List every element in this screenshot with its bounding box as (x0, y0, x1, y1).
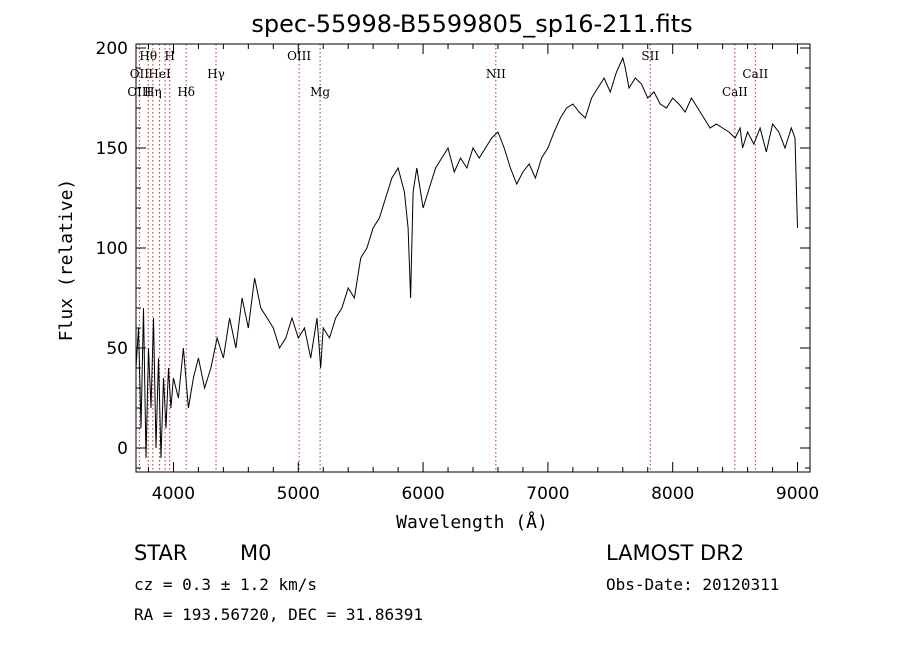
spectral-line-label: CaII (742, 67, 768, 81)
x-tick-label: 9000 (776, 484, 819, 504)
x-tick-label: 8000 (651, 484, 694, 504)
spectral-line-label: Hδ (177, 85, 195, 99)
x-tick-label: 6000 (401, 484, 444, 504)
y-tick-label: 100 (96, 239, 128, 259)
chart-title: spec-55998-B5599805_sp16-211.fits (251, 10, 692, 38)
spectral-line-markers (138, 44, 756, 472)
y-tick-label: 0 (117, 439, 128, 459)
x-tick-label: 5000 (277, 484, 320, 504)
survey-name: LAMOST DR2 (606, 541, 744, 565)
y-tick-label: 50 (106, 339, 128, 359)
spectral-line-label: H (164, 49, 174, 63)
spectral-line-label: OIII (287, 49, 311, 63)
x-axis-ticks: 4000 5000 6000 7000 8000 9000 (147, 44, 819, 504)
redshift-readout: cz = 0.3 ± 1.2 km/s (134, 575, 317, 594)
y-axis-ticks: 0 50 100 150 200 (96, 39, 810, 469)
y-tick-label: 150 (96, 139, 128, 159)
y-tick-label: 200 (96, 39, 128, 59)
x-axis-label: Wavelength (Å) (396, 511, 548, 533)
sky-coordinates: RA = 193.56720, DEC = 31.86391 (134, 605, 423, 624)
object-class: STAR (134, 541, 187, 565)
spectral-line-label: CaII (722, 85, 748, 99)
spectral-line-label: Hη (144, 85, 162, 99)
spectral-line-label: Mg (310, 85, 330, 99)
spectrum-series-line (135, 56, 798, 459)
x-tick-label: 4000 (152, 484, 195, 504)
object-subclass: M0 (240, 541, 271, 565)
y-axis-label: Flux (relative) (56, 179, 77, 342)
x-tick-label: 7000 (526, 484, 569, 504)
spectral-line-label: NII (486, 67, 506, 81)
spectral-line-label: OIII (127, 85, 151, 99)
spectral-line-label: OII (130, 67, 150, 81)
spectral-line-label: Hγ (207, 67, 225, 81)
spectral-line-label: Hθ (139, 49, 157, 63)
spectral-line-label: SII (641, 49, 659, 63)
spectral-line-label: HeI (148, 67, 171, 81)
plot-frame (135, 43, 811, 473)
observation-date: Obs-Date: 20120311 (606, 575, 779, 594)
